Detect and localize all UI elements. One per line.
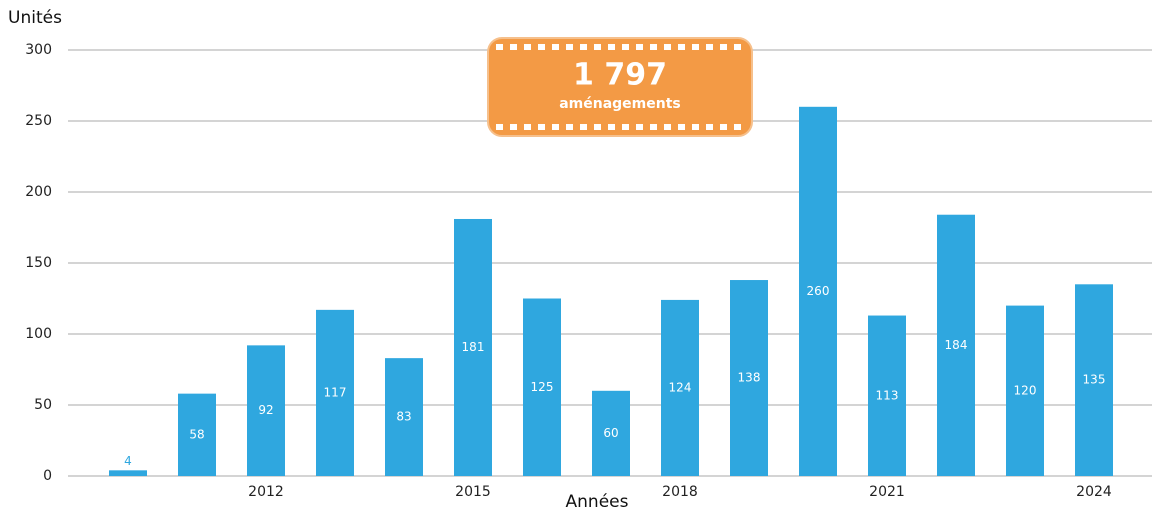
value-label: 124 (669, 380, 692, 394)
bar (661, 299, 699, 476)
y-axis-label: Unités (8, 8, 62, 28)
y-tick-label: 200 (25, 184, 52, 200)
value-label: 260 (807, 284, 830, 298)
badge-value: 1 797 (573, 58, 667, 93)
value-label: 181 (462, 340, 485, 354)
value-label: 60 (603, 426, 618, 440)
x-tick-label: 2015 (455, 484, 491, 500)
bar (868, 315, 906, 476)
value-label: 58 (189, 427, 204, 441)
bar (178, 393, 216, 476)
x-tick-label: 2018 (662, 484, 698, 500)
bar (730, 280, 768, 476)
badge-label: aménagements (559, 96, 681, 112)
bar (592, 390, 630, 476)
value-label: 120 (1014, 383, 1037, 397)
value-label: 138 (738, 371, 761, 385)
x-tick-label: 2024 (1076, 484, 1112, 500)
bar (247, 345, 285, 476)
y-tick-label: 250 (25, 113, 52, 129)
bar (799, 106, 837, 477)
bar (316, 309, 354, 476)
bar (1075, 284, 1113, 476)
bar (937, 214, 975, 476)
x-tick-label: 2012 (248, 484, 284, 500)
bar (109, 470, 147, 476)
bar (523, 298, 561, 476)
value-label: 125 (531, 380, 554, 394)
badge-box (487, 37, 753, 137)
bar (454, 218, 492, 477)
bar (1006, 305, 1044, 476)
value-label: 117 (324, 385, 347, 399)
bar (385, 358, 423, 476)
value-label: 135 (1083, 373, 1106, 387)
value-label: 92 (258, 403, 273, 417)
y-tick-label: 300 (25, 42, 52, 58)
y-tick-label: 150 (25, 255, 52, 271)
y-tick-label: 0 (43, 468, 52, 484)
y-tick-label: 50 (34, 397, 52, 413)
value-label: 83 (396, 410, 411, 424)
y-tick-label: 100 (25, 326, 52, 342)
value-label: 113 (876, 388, 899, 402)
value-label: 4 (124, 454, 132, 468)
x-axis-label: Années (566, 492, 629, 511)
badge: 1 797 aménagements (487, 37, 753, 137)
x-tick-label: 2021 (869, 484, 905, 500)
value-label: 184 (945, 338, 968, 352)
